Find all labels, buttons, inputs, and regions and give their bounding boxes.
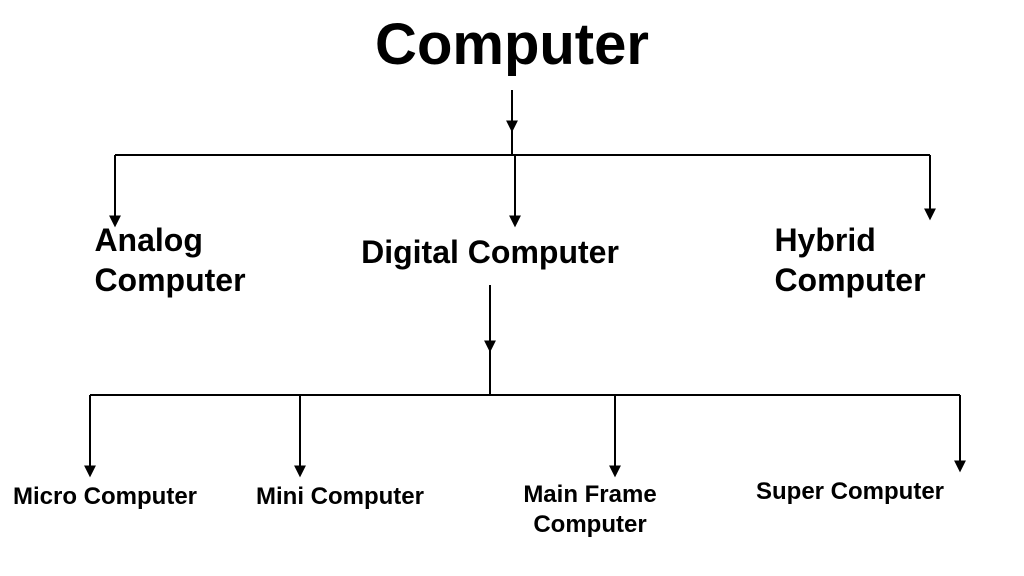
- node-mainframe-line2: Computer: [533, 511, 646, 538]
- node-mainframe-line1: Main Frame: [523, 481, 656, 508]
- node-super: Super Computer: [756, 477, 944, 507]
- node-analog-line2: Computer: [94, 262, 245, 298]
- node-digital: Digital Computer: [361, 232, 619, 272]
- node-hybrid-line1: Hybrid: [774, 222, 875, 258]
- node-hybrid-line2: Computer: [774, 262, 925, 298]
- node-hybrid: Hybrid Computer: [774, 220, 925, 300]
- node-mainframe: Main Frame Computer: [523, 480, 656, 540]
- node-analog: Analog Computer: [94, 220, 245, 300]
- node-micro: Micro Computer: [13, 482, 197, 512]
- node-root: Computer: [375, 9, 649, 82]
- node-mini: Mini Computer: [256, 482, 424, 512]
- node-analog-line1: Analog: [94, 222, 202, 258]
